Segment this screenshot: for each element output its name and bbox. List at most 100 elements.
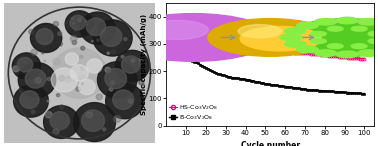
Circle shape <box>56 94 60 97</box>
Circle shape <box>358 19 378 25</box>
Circle shape <box>81 110 105 131</box>
Circle shape <box>109 88 113 91</box>
Circle shape <box>106 115 112 120</box>
Circle shape <box>114 14 272 61</box>
Circle shape <box>145 20 208 39</box>
Y-axis label: Specific capacity (mAh/g): Specific capacity (mAh/g) <box>141 14 147 115</box>
Circle shape <box>113 116 121 122</box>
Circle shape <box>79 75 85 81</box>
Circle shape <box>59 127 62 129</box>
Circle shape <box>70 15 86 30</box>
Circle shape <box>31 24 62 52</box>
Circle shape <box>128 99 133 103</box>
Circle shape <box>97 39 99 41</box>
Circle shape <box>80 12 115 44</box>
Circle shape <box>327 44 343 48</box>
Circle shape <box>105 69 127 89</box>
Circle shape <box>87 18 105 36</box>
Circle shape <box>81 46 85 50</box>
Circle shape <box>107 52 110 54</box>
Circle shape <box>25 69 46 88</box>
Circle shape <box>65 20 72 27</box>
Circle shape <box>82 83 83 84</box>
Circle shape <box>53 21 59 26</box>
Circle shape <box>73 22 74 24</box>
Circle shape <box>59 75 65 81</box>
Circle shape <box>240 26 321 51</box>
Circle shape <box>58 32 62 35</box>
Circle shape <box>50 112 70 130</box>
Circle shape <box>78 18 82 21</box>
Circle shape <box>105 67 111 73</box>
Circle shape <box>310 31 326 36</box>
Circle shape <box>297 22 318 29</box>
Circle shape <box>285 19 378 56</box>
Circle shape <box>65 77 71 82</box>
Circle shape <box>315 19 336 25</box>
Circle shape <box>113 90 134 109</box>
Circle shape <box>131 59 135 62</box>
Circle shape <box>138 58 142 61</box>
Circle shape <box>72 18 74 19</box>
Circle shape <box>376 46 378 53</box>
Circle shape <box>285 41 306 47</box>
Circle shape <box>79 79 95 95</box>
Circle shape <box>238 25 282 38</box>
Circle shape <box>98 62 137 98</box>
Circle shape <box>101 27 122 47</box>
Circle shape <box>42 52 44 54</box>
Circle shape <box>327 26 343 31</box>
Circle shape <box>124 38 127 41</box>
Circle shape <box>74 29 77 31</box>
Circle shape <box>80 55 83 58</box>
Legend: HS-Co$_3$V$_2$O$_8$, B-Co$_3$V$_2$O$_8$: HS-Co$_3$V$_2$O$_8$, B-Co$_3$V$_2$O$_8$ <box>169 103 218 122</box>
Circle shape <box>110 81 114 85</box>
X-axis label: Cycle number: Cycle number <box>241 141 300 146</box>
Circle shape <box>47 100 50 102</box>
Circle shape <box>336 51 358 58</box>
Circle shape <box>29 29 34 34</box>
Circle shape <box>43 106 79 138</box>
Circle shape <box>368 39 378 44</box>
Circle shape <box>351 44 367 48</box>
Circle shape <box>285 28 306 34</box>
Circle shape <box>31 49 37 55</box>
Circle shape <box>85 20 87 22</box>
Circle shape <box>336 17 358 24</box>
Circle shape <box>20 91 39 108</box>
Circle shape <box>208 19 333 56</box>
Circle shape <box>81 67 84 70</box>
Circle shape <box>36 29 53 45</box>
Circle shape <box>368 31 378 36</box>
Circle shape <box>99 32 107 38</box>
Circle shape <box>376 22 378 29</box>
Circle shape <box>51 68 77 92</box>
Circle shape <box>44 60 46 62</box>
Circle shape <box>139 80 144 85</box>
Circle shape <box>87 112 93 118</box>
Circle shape <box>73 79 75 81</box>
Circle shape <box>73 103 116 141</box>
Circle shape <box>297 46 318 53</box>
Circle shape <box>53 58 60 65</box>
Circle shape <box>35 78 41 83</box>
Circle shape <box>68 77 70 79</box>
Circle shape <box>76 87 80 91</box>
Circle shape <box>93 20 132 56</box>
Circle shape <box>53 129 59 134</box>
Circle shape <box>65 53 78 65</box>
Circle shape <box>96 94 102 100</box>
Circle shape <box>58 42 62 46</box>
Circle shape <box>70 65 88 81</box>
Circle shape <box>19 89 23 92</box>
Circle shape <box>59 105 64 109</box>
Circle shape <box>310 39 326 44</box>
Circle shape <box>91 40 93 42</box>
Circle shape <box>45 112 52 118</box>
Circle shape <box>87 59 102 73</box>
Circle shape <box>351 26 367 31</box>
Circle shape <box>65 11 94 37</box>
Circle shape <box>49 33 51 35</box>
Circle shape <box>18 63 56 97</box>
Circle shape <box>47 77 51 81</box>
